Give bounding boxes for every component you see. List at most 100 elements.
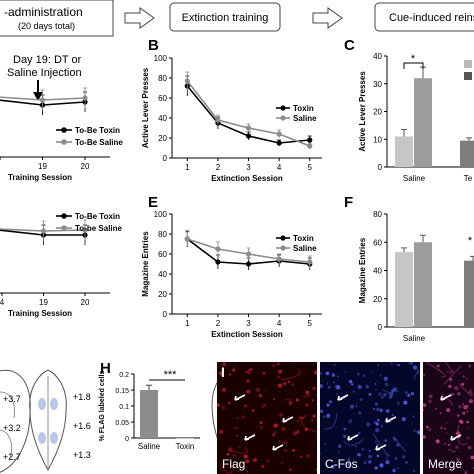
cell-speck bbox=[387, 454, 390, 457]
plotE-xtick-label-1: 2 bbox=[216, 319, 221, 328]
coord-label-6: +1.3 bbox=[73, 450, 91, 460]
cell-speck bbox=[466, 410, 469, 413]
plotH-ytick-label-3: 0.15 bbox=[115, 388, 129, 395]
cell-speck bbox=[376, 454, 380, 458]
cell-speck bbox=[343, 434, 347, 438]
cell-speck bbox=[335, 384, 340, 390]
cell-speck bbox=[453, 450, 456, 453]
cell-speck bbox=[416, 430, 418, 433]
cell-speck bbox=[457, 414, 460, 417]
plotH-ytick-label-4: 0.2 bbox=[119, 372, 129, 379]
cell-speck bbox=[413, 469, 416, 473]
cell-speck bbox=[259, 421, 263, 425]
plotA2-legend-label-1: To-be Saline bbox=[75, 224, 123, 233]
cell-speck bbox=[376, 408, 380, 411]
cell-speck bbox=[466, 377, 468, 380]
cell-speck bbox=[410, 391, 415, 396]
plotB-legend-marker-1 bbox=[280, 115, 286, 121]
cell-speck bbox=[388, 395, 393, 399]
fiber-trace bbox=[219, 464, 233, 474]
cell-speck bbox=[330, 464, 335, 469]
cell-speck bbox=[450, 381, 452, 383]
cell-speck bbox=[228, 447, 233, 452]
flow-arrow-1 bbox=[124, 7, 155, 29]
cell-speck bbox=[385, 409, 390, 413]
cell-speck bbox=[405, 461, 408, 464]
plotB-point-1-3 bbox=[276, 131, 282, 137]
plotB-xtick-label-1: 2 bbox=[216, 163, 221, 172]
panel-label-h: H bbox=[100, 360, 111, 377]
cell-speck bbox=[261, 405, 264, 408]
plotC-legend-swatch-1 bbox=[464, 72, 472, 80]
cell-speck bbox=[413, 429, 416, 432]
day19-arrow-head bbox=[33, 92, 43, 101]
cell-speck bbox=[234, 426, 239, 430]
header-box2-text: Extinction training bbox=[182, 12, 269, 24]
cell-speck bbox=[243, 454, 248, 459]
cell-speck bbox=[368, 392, 372, 396]
cell-speck bbox=[348, 457, 350, 459]
cell-speck bbox=[383, 392, 387, 397]
plotC-significance-star: * bbox=[411, 53, 416, 65]
plotB-xtick-label-4: 5 bbox=[308, 163, 313, 172]
cell-speck bbox=[289, 400, 292, 404]
cell-speck bbox=[375, 388, 377, 391]
cell-speck bbox=[393, 386, 398, 392]
plotH-category-label-1: Toxin bbox=[176, 442, 195, 451]
plotH-category-label-0: Saline bbox=[138, 442, 161, 451]
cell-speck bbox=[409, 362, 413, 365]
cell-speck bbox=[219, 429, 224, 434]
cell-speck bbox=[246, 389, 251, 394]
cell-speck bbox=[246, 471, 249, 473]
cell-speck bbox=[236, 417, 239, 420]
plotA2-point-1-1 bbox=[82, 227, 88, 233]
cell-speck bbox=[439, 426, 443, 430]
plotE-xtick-label-2: 3 bbox=[246, 319, 251, 328]
plotB-x-axis-title: Extinction Session bbox=[211, 174, 283, 183]
plotC-ytick-label-3: 30 bbox=[373, 80, 382, 89]
fiber-trace bbox=[300, 414, 317, 433]
chart-c: 0 10 20 30 40 Active Lever Presses Saline Te * bbox=[358, 52, 474, 183]
cell-speck bbox=[375, 428, 380, 433]
cell-speck bbox=[365, 385, 369, 389]
coord-label-1: +3.7 bbox=[3, 394, 21, 404]
cell-speck bbox=[329, 400, 332, 404]
plotB-ytick-label-3: 60 bbox=[158, 94, 167, 103]
chart-a-top: Day 19: DT or Saline Injection 19 20 Train… bbox=[0, 54, 123, 182]
cell-speck bbox=[262, 371, 266, 375]
plotF-bar-1 bbox=[414, 242, 432, 327]
micrograph-flag: I Flag bbox=[217, 362, 317, 474]
cell-speck bbox=[277, 375, 281, 379]
cell-speck bbox=[243, 404, 248, 408]
plotE-point-1-0 bbox=[184, 236, 190, 242]
plotE-legend-marker-0 bbox=[280, 235, 286, 241]
plotE-x-axis-title: Extinction Session bbox=[211, 330, 283, 339]
cell-speck bbox=[468, 399, 473, 404]
plotB-legend-label-1: Saline bbox=[293, 114, 317, 123]
cell-speck bbox=[312, 414, 316, 418]
plotC-y-axis-title: Active Lever Presses bbox=[358, 71, 367, 152]
plotH-significance-star: *** bbox=[164, 369, 178, 381]
coord-label-2: +3.2 bbox=[3, 423, 21, 433]
plotH-ytick-label-2: 0.1 bbox=[119, 404, 129, 411]
header-box1-line1: -administration bbox=[4, 5, 83, 19]
panel-label-c: C bbox=[344, 37, 355, 54]
micrograph-label-flag: Flag bbox=[222, 457, 246, 471]
fiber-trace bbox=[444, 362, 453, 374]
white-arrow-icon bbox=[282, 416, 294, 423]
header-box1-line2: (20 days total) bbox=[18, 21, 75, 31]
plotA1-legend-marker-0 bbox=[61, 127, 67, 133]
plotE-ytick-label-3: 60 bbox=[158, 250, 167, 259]
panel-label-i: I bbox=[221, 364, 225, 380]
cell-speck bbox=[397, 467, 399, 469]
header-box-self-administration bbox=[0, 0, 114, 37]
plotE-legend-label-1: Saline bbox=[293, 244, 317, 253]
cell-speck bbox=[260, 426, 263, 429]
cell-speck bbox=[379, 374, 382, 377]
cell-speck bbox=[392, 468, 396, 473]
fiber-trace bbox=[372, 433, 388, 455]
plotE-xtick-label-0: 1 bbox=[185, 319, 190, 328]
cell-speck bbox=[466, 404, 469, 408]
white-arrow-icon bbox=[385, 416, 397, 423]
